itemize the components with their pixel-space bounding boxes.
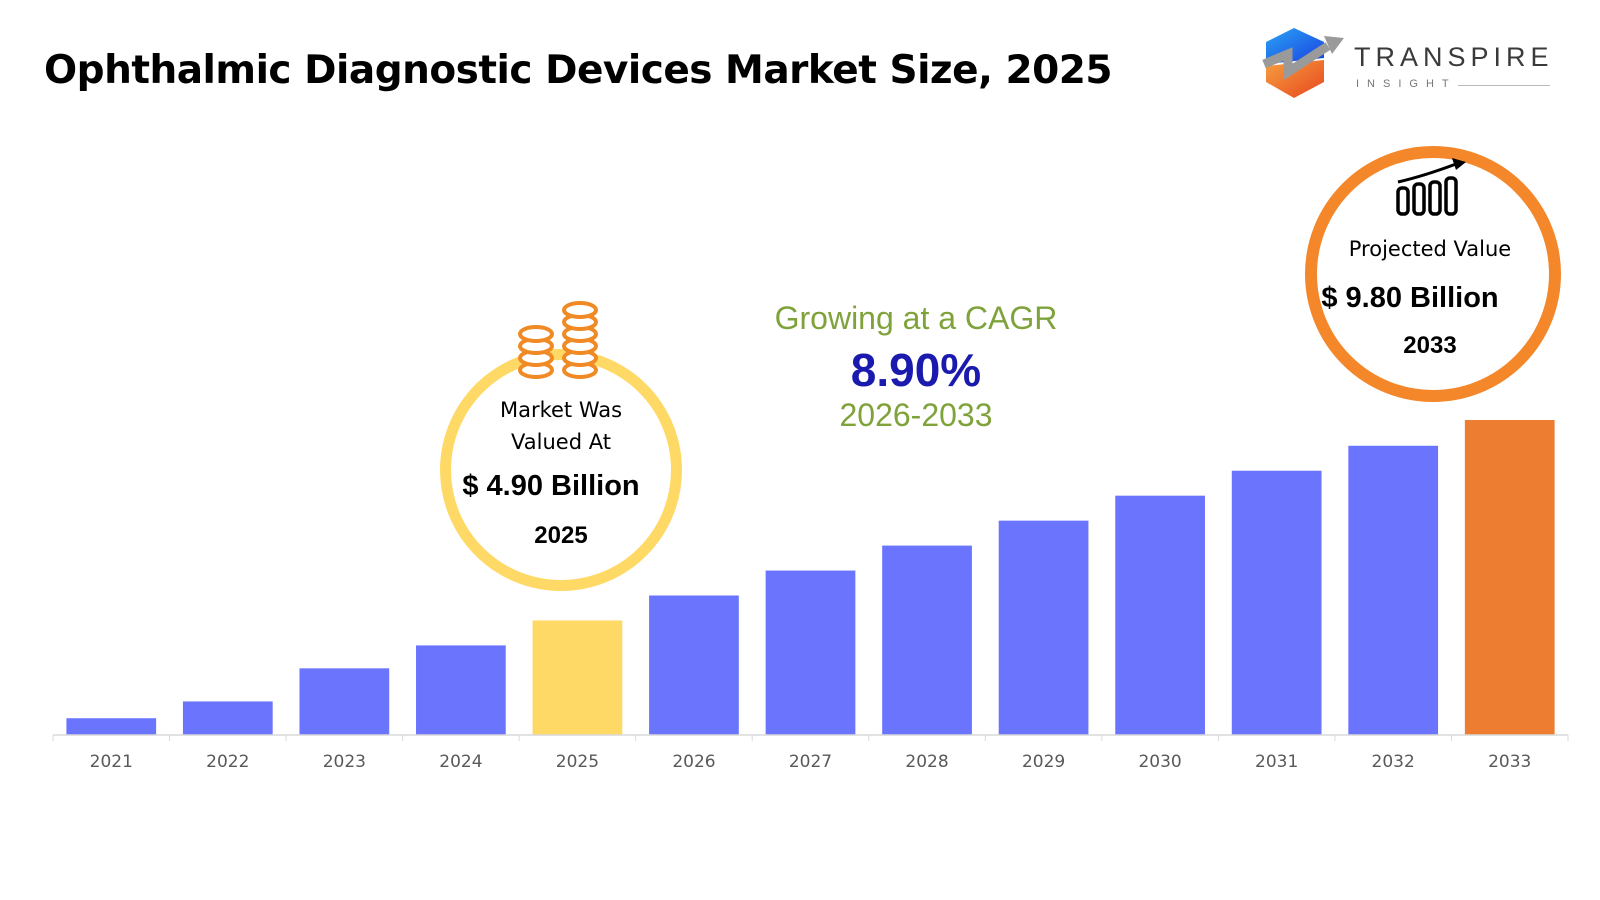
bar-2022 [182, 701, 273, 735]
callout-2025-line1: Market Was [499, 398, 623, 422]
x-tick-label: 2030 [1138, 752, 1181, 772]
page-title: Ophthalmic Diagnostic Devices Market Siz… [44, 48, 1113, 93]
bar-2026 [649, 595, 739, 735]
logo-subtitle: INSIGHT [1356, 78, 1457, 90]
callout-2025-value: $ 4.90 Billion [462, 470, 640, 502]
bar-2024 [416, 645, 506, 735]
logo-name: TRANSPIRE [1354, 42, 1554, 72]
callout-2033-label: Projected Value [1348, 237, 1512, 261]
coins-icon [518, 301, 598, 379]
bar-2032 [1348, 445, 1439, 735]
bar-2029 [998, 520, 1089, 735]
bar-2030 [1115, 495, 1205, 735]
callout-2033-value: $ 9.80 Billion [1321, 282, 1499, 314]
bar-2027 [765, 570, 856, 735]
callout-2025-ring [440, 349, 682, 591]
x-tick-label: 2028 [905, 752, 948, 772]
bar-2031 [1231, 470, 1322, 735]
logo-divider [1458, 85, 1550, 86]
callout-2025-line2: Valued At [511, 430, 611, 454]
callout-2033-year: 2033 [1403, 332, 1457, 359]
bar-2025 [532, 620, 623, 735]
x-tick-label: 2023 [323, 752, 366, 772]
x-tick-label: 2024 [439, 752, 482, 772]
callout-2025-year: 2025 [534, 522, 588, 549]
x-tick-label: 2022 [206, 752, 249, 772]
bar-chart-growth-icon [1396, 158, 1466, 216]
bar-2033 [1464, 420, 1555, 735]
x-tick-label: 2026 [672, 752, 715, 772]
cagr-period: 2026-2033 [839, 397, 993, 433]
bar-2028 [882, 545, 972, 735]
logo-icon [1262, 28, 1344, 98]
x-tick-label: 2029 [1022, 752, 1065, 772]
bar-2021 [66, 718, 157, 735]
x-tick-label: 2027 [789, 752, 832, 772]
bar-2023 [299, 668, 390, 735]
cagr-label: Growing at a CAGR [774, 300, 1058, 336]
x-tick-label: 2021 [90, 752, 133, 772]
cagr-value: 8.90% [850, 344, 982, 396]
x-tick-label: 2032 [1372, 752, 1415, 772]
x-tick-label: 2031 [1255, 752, 1298, 772]
x-tick-label: 2025 [556, 752, 599, 772]
x-tick-label: 2033 [1488, 752, 1531, 772]
transpire-insight-logo: TRANSPIRE INSIGHT [1258, 24, 1558, 104]
